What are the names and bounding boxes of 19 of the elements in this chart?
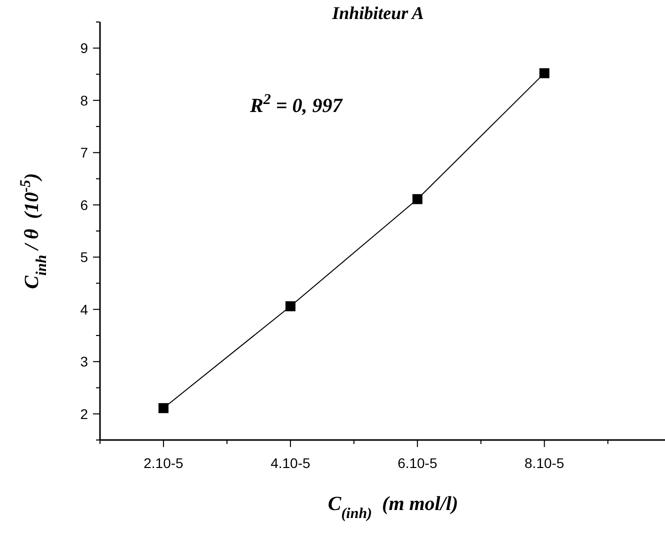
point [412, 194, 422, 204]
x-tick-label: 4.10-5 [270, 455, 311, 471]
y-tick-label: 7 [80, 144, 88, 161]
y-tick-label: 3 [80, 354, 88, 370]
y-tick-label: 6 [80, 196, 88, 213]
point [539, 68, 550, 78]
x-tick-label: 8.10-5 [524, 455, 564, 471]
y-tick-label: 4 [80, 301, 88, 318]
point [285, 301, 296, 312]
point [158, 403, 168, 414]
y-tick-label: 5 [80, 249, 88, 266]
y-tick-label: 8 [80, 92, 88, 108]
x-axis-title: C$_{(inh)}$ (m mol/l) [328, 493, 458, 522]
chart-title: Inhibiteur A [331, 3, 424, 23]
x-tick-label: 2.10-5 [144, 455, 184, 471]
x-tick-label: 6.10-5 [398, 455, 438, 471]
y-tick-label: 9 [80, 40, 88, 56]
y-tick-label: 2 [80, 406, 88, 422]
annotation: R$^{2}$ = 0, 997 [249, 92, 344, 117]
